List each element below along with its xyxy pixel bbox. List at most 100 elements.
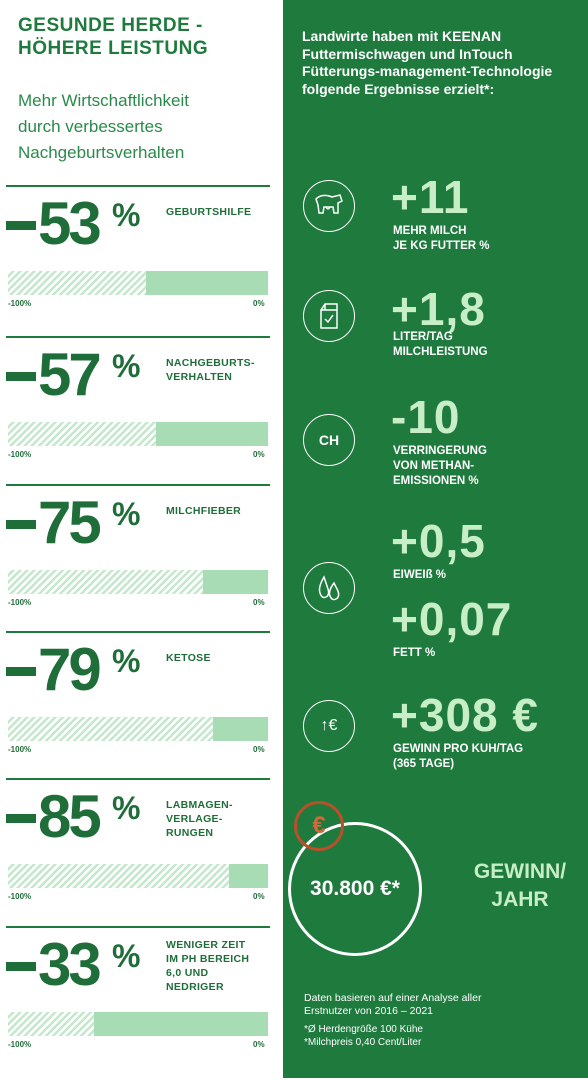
stat-percent-sign: %: [112, 496, 141, 532]
reduction-bar: [8, 1012, 268, 1036]
subheadline-line-3: Nachgeburtsverhalten: [18, 143, 185, 162]
euro-up-symbol: ↑€: [320, 717, 338, 734]
result-value: +1,8: [391, 283, 486, 335]
droplets-icon: [303, 562, 355, 614]
divider: [6, 926, 270, 928]
footnote-line-2: Erstnutzer von 2016 – 2021: [304, 1004, 434, 1017]
stat-label: LABMAGEN- VERLAGE- RUNGEN: [166, 799, 233, 839]
stat-value: 33: [38, 931, 102, 998]
headline-line-2: HÖHERE LEISTUNG: [18, 38, 209, 59]
minus-sign: [6, 962, 36, 971]
bar-min-label: -100%: [8, 1040, 32, 1049]
minus-sign: [6, 221, 36, 230]
subheadline-line-1: Mehr Wirtschaftlichkeit: [18, 91, 189, 110]
stat-percent-sign: %: [112, 197, 141, 233]
stat-label: KETOSE: [166, 652, 211, 664]
left-panel: GESUNDE HERDE - HÖHERE LEISTUNG Mehr Wir…: [0, 0, 283, 1080]
divider: [6, 185, 270, 187]
divider: [6, 484, 270, 486]
bar-min-label: -100%: [8, 892, 32, 901]
divider: [6, 336, 270, 338]
minus-sign: [6, 814, 36, 823]
result-label: FETT %: [393, 647, 436, 659]
minus-sign: [6, 667, 36, 676]
profit-value: 30.800 €*: [310, 877, 400, 900]
stat-percent-sign: %: [112, 790, 141, 826]
stat-percent-sign: %: [112, 348, 141, 384]
stat-value: 85: [38, 783, 102, 850]
result-value: +11: [391, 171, 470, 223]
bar-max-label: 0%: [253, 299, 265, 308]
stat-label: WENIGER ZEIT IM PH BEREICH 6,0 UND NEDRI…: [166, 939, 250, 993]
methane-cloud-icon: CH: [303, 414, 355, 466]
droplets-icon-svg: [318, 575, 340, 601]
stat-geburtshilfe: 53 % GEBURTSHILFE -100% 0%: [0, 185, 283, 325]
result-value: -10: [391, 391, 461, 443]
stat-value: 53: [38, 190, 102, 257]
headline-line-1: GESUNDE HERDE -: [18, 15, 203, 36]
cow-icon: [303, 180, 355, 232]
data-source-note: Daten basieren auf einer Analyse aller E…: [304, 992, 574, 1017]
profit-label-line-2: JAHR: [491, 888, 549, 911]
bar-min-label: -100%: [8, 450, 32, 459]
footnote-line-3: *Ø Herdengröße 100 Kühe: [304, 1024, 423, 1035]
subheadline-line-2: durch verbessertes: [18, 117, 163, 136]
reduction-bar: [8, 271, 268, 295]
bar-max-label: 0%: [253, 892, 265, 901]
bar-min-label: -100%: [8, 745, 32, 754]
bar-max-label: 0%: [253, 1040, 265, 1049]
reduction-fill: [8, 422, 157, 446]
stat-milchfieber: 75 % MILCHFIEBER -100% 0%: [0, 484, 283, 624]
stat-value: 79: [38, 636, 102, 703]
reduction-fill: [8, 271, 146, 295]
profit-label-line-1: GEWINN/: [473, 860, 567, 883]
stat-labmagenverlagerungen: 85 % LABMAGEN- VERLAGE- RUNGEN -100% 0%: [0, 778, 283, 918]
intro-text: Landwirte haben mit KEENAN Futtermischwa…: [302, 28, 553, 97]
milk-carton-icon-svg: [320, 303, 338, 329]
profit-circle: 30.800 €*: [288, 822, 422, 956]
stat-value: 57: [38, 341, 102, 408]
minus-sign: [6, 372, 36, 381]
stat-label: MILCHFIEBER: [166, 505, 242, 517]
bar-max-label: 0%: [253, 598, 265, 607]
reduction-bar: [8, 864, 268, 888]
reduction-bar: [8, 570, 268, 594]
profit-label: GEWINN/ JAHR: [455, 858, 585, 914]
euro-up-icon: ↑€: [303, 700, 355, 752]
stat-label: NACHGEBURTS- VERHALTEN: [166, 357, 255, 383]
footnote-line-4: *Milchpreis 0,40 Cent/Liter: [304, 1036, 422, 1048]
reduction-fill: [8, 717, 214, 741]
milk-carton-icon: [303, 290, 355, 342]
stat-ph-bereich: 33 % WENIGER ZEIT IM PH BEREICH 6,0 UND …: [0, 926, 283, 1066]
reduction-fill: [8, 864, 229, 888]
result-label: LITER/TAG MILCHLEISTUNG: [393, 331, 488, 358]
result-label: GEWINN PRO KUH/TAG (365 TAGE): [393, 743, 524, 770]
subheadline: Mehr Wirtschaftlichkeit durch verbessert…: [18, 88, 278, 166]
headline: GESUNDE HERDE - HÖHERE LEISTUNG: [18, 14, 278, 60]
result-label: MEHR MILCH JE KG FUTTER %: [393, 225, 490, 252]
stat-percent-sign: %: [112, 643, 141, 679]
stat-ketose: 79 % KETOSE -100% 0%: [0, 631, 283, 771]
reduction-bar: [8, 717, 268, 741]
bar-max-label: 0%: [253, 745, 265, 754]
stat-nachgeburtsverhalten: 57 % NACHGEBURTS- VERHALTEN -100% 0%: [0, 336, 283, 476]
result-label: VERRINGERUNG VON METHAN- EMISSIONEN %: [393, 445, 487, 487]
stat-percent-sign: %: [112, 938, 141, 974]
stat-label: GEBURTSHILFE: [166, 206, 252, 218]
reduction-fill: [8, 570, 203, 594]
bar-max-label: 0%: [253, 450, 265, 459]
bar-min-label: -100%: [8, 299, 32, 308]
footnote-line-1: Daten basieren auf einer Analyse aller: [304, 992, 482, 1004]
bar-min-label: -100%: [8, 598, 32, 607]
result-value: +0,5: [391, 515, 486, 567]
divider: [6, 778, 270, 780]
reduction-fill: [8, 1012, 94, 1036]
minus-sign: [6, 520, 36, 529]
result-value: +0,07: [391, 593, 513, 645]
assumptions-note: *Ø Herdengröße 100 Kühe *Milchpreis 0,40…: [304, 1024, 574, 1049]
cow-icon-svg: [315, 194, 343, 214]
euro-badge-icon: €: [294, 801, 344, 851]
reduction-bar: [8, 422, 268, 446]
stat-value: 75: [38, 489, 102, 556]
result-value: +308 €: [391, 689, 539, 741]
